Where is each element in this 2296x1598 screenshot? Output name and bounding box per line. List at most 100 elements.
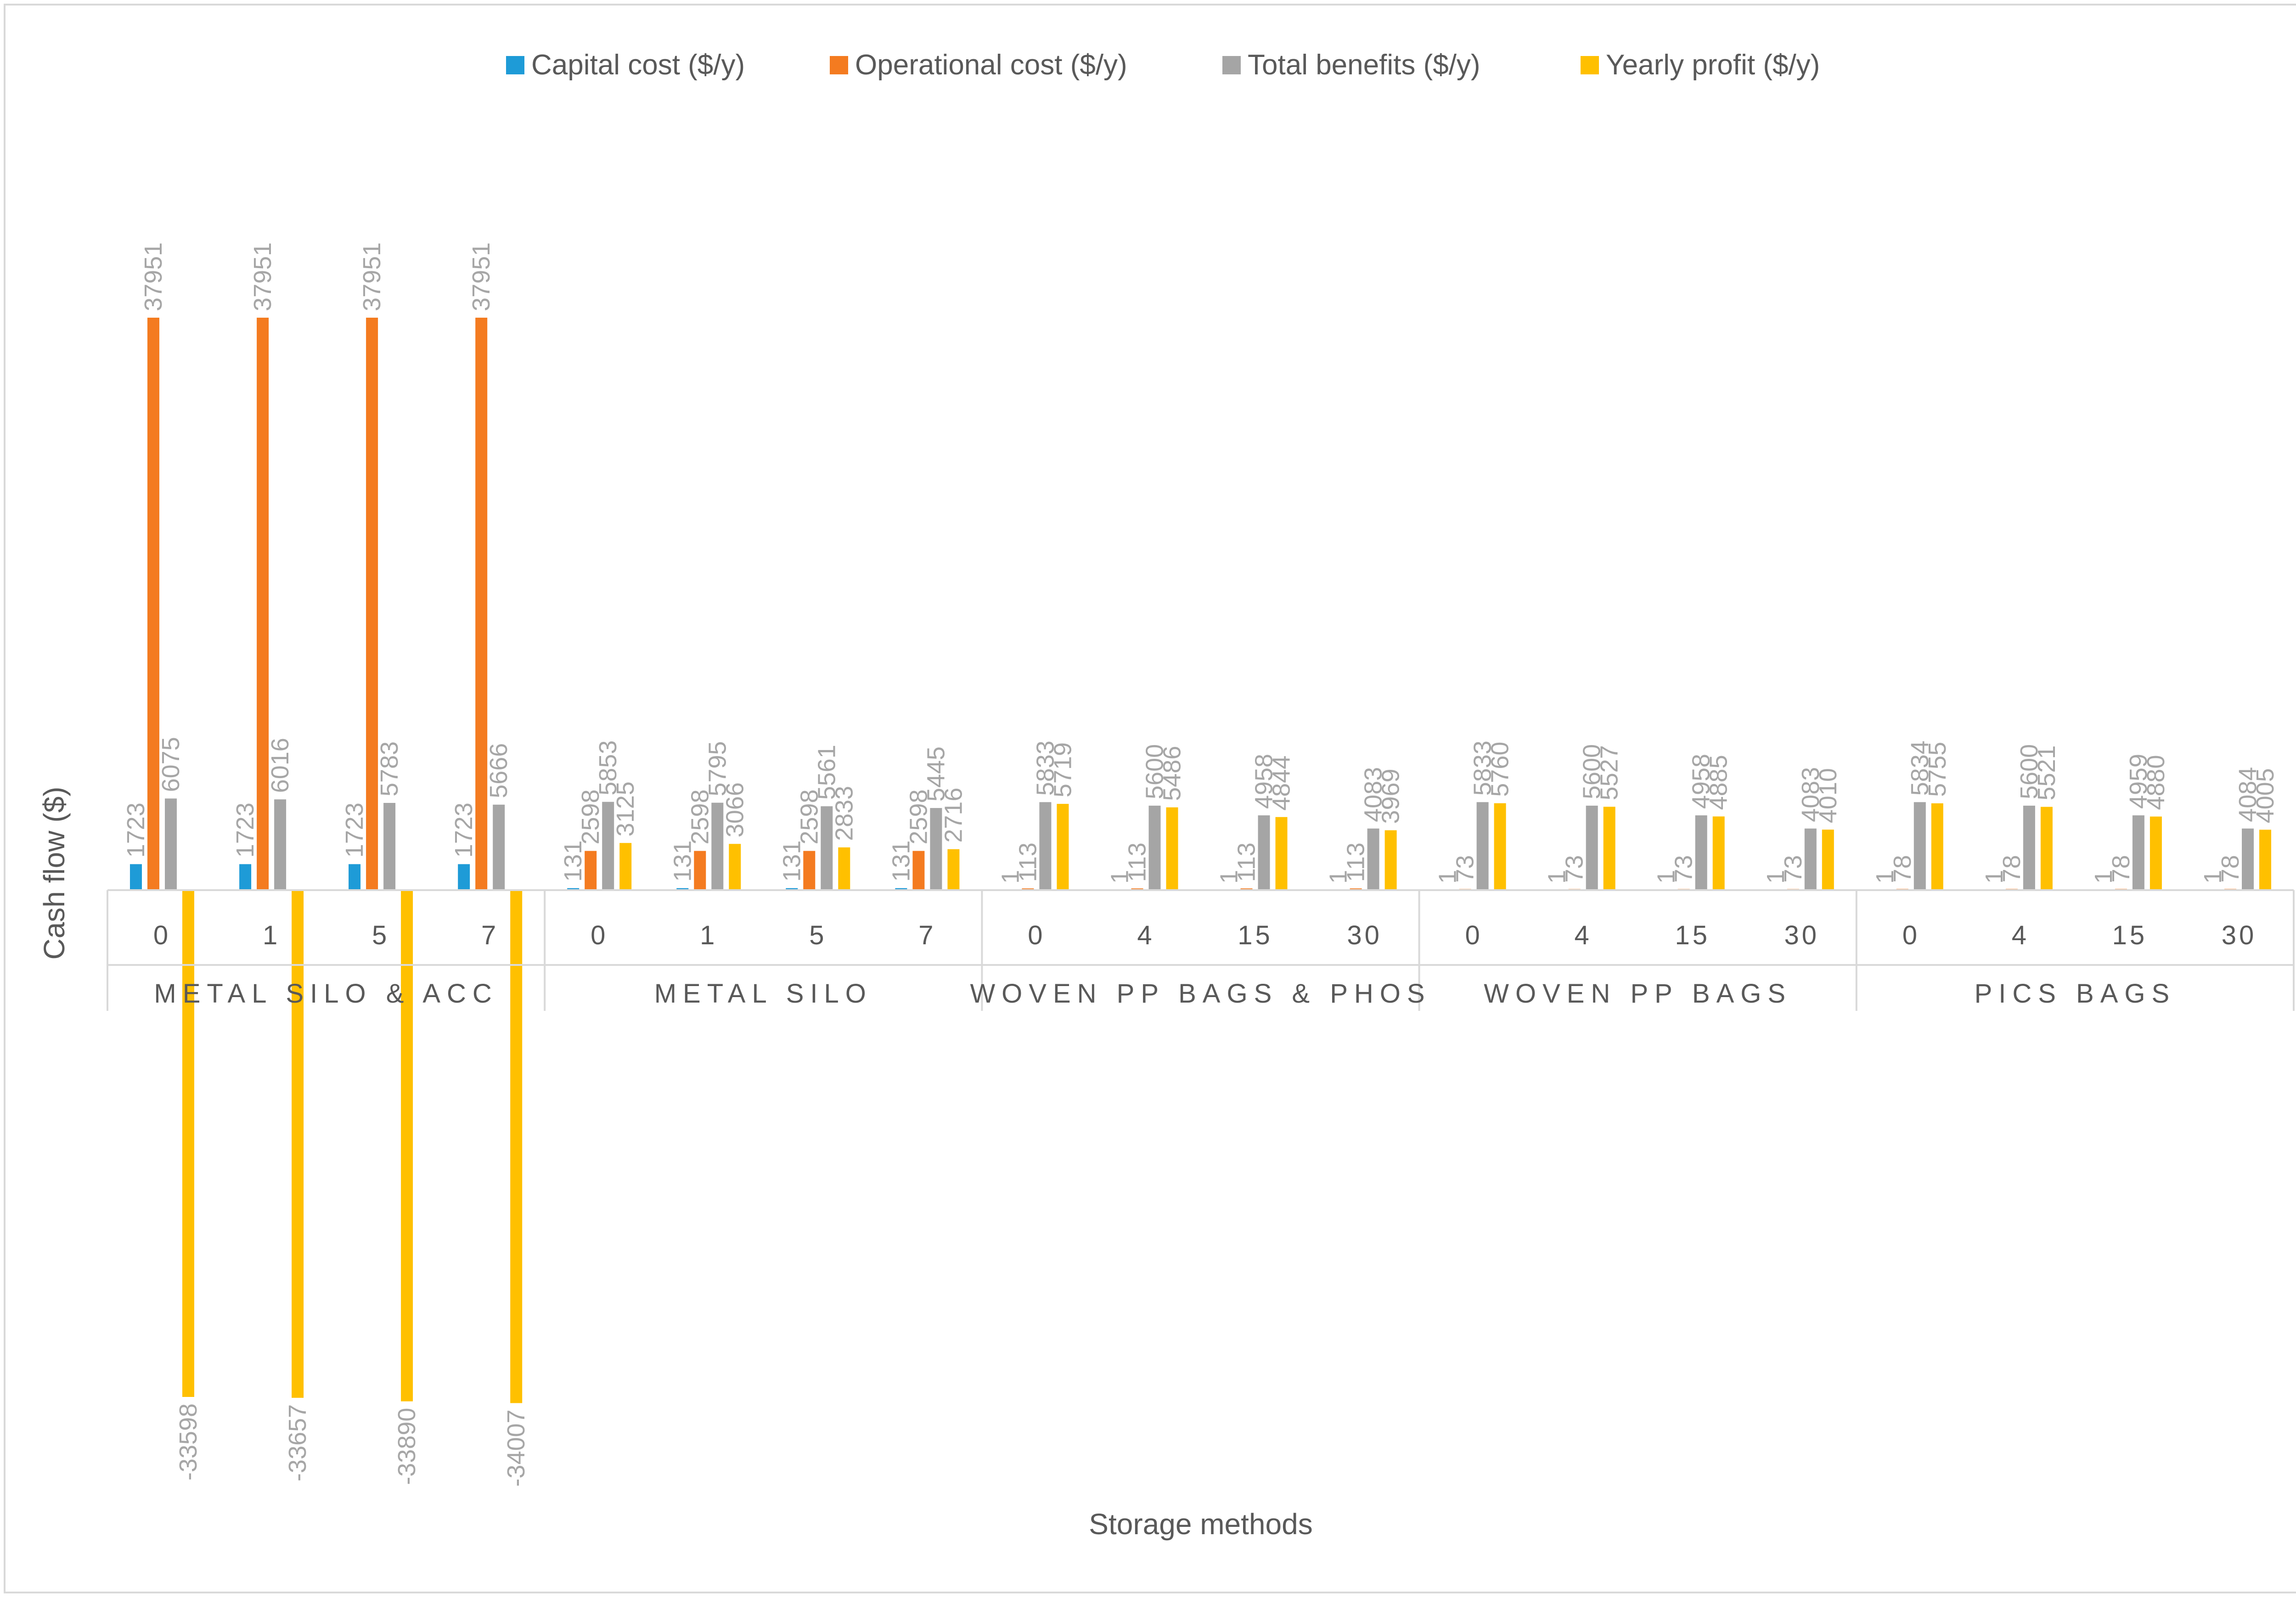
- category-tick-label: 15: [2112, 920, 2148, 950]
- category-tick-label: 0: [153, 920, 171, 950]
- bar: [239, 864, 252, 890]
- cash-flow-chart: Capital cost ($/y) Operational cost ($/y)…: [38, 49, 2295, 1541]
- bar: [130, 864, 142, 890]
- data-label: 4880: [2142, 755, 2170, 810]
- bar: [2040, 807, 2053, 890]
- bar: [1931, 803, 1943, 890]
- data-label: -34007: [502, 1409, 530, 1486]
- category-tick-label: 4: [1137, 920, 1154, 950]
- data-label: 1723: [450, 802, 478, 858]
- bar: [930, 808, 942, 890]
- category-tick-label: 0: [1902, 920, 1920, 950]
- category-tick-label: 5: [372, 920, 389, 950]
- category-tick-label: 7: [481, 920, 499, 950]
- category-tick-label: 0: [1465, 920, 1482, 950]
- data-label: 6016: [266, 738, 294, 793]
- bar: [2023, 806, 2035, 890]
- bar: [729, 844, 741, 890]
- data-label: -33657: [284, 1404, 311, 1481]
- data-label: 2716: [940, 788, 967, 843]
- data-label: 37951: [249, 242, 276, 311]
- data-label: 1: [1762, 870, 1790, 884]
- bar: [1913, 802, 1926, 890]
- bar: [349, 864, 361, 890]
- bar: [1804, 828, 1817, 890]
- data-label: 2598: [686, 789, 714, 844]
- data-label: 2598: [577, 789, 604, 844]
- data-label: 78: [2107, 855, 2135, 882]
- bar: [676, 888, 689, 890]
- data-label: 78: [2217, 855, 2244, 882]
- bar: [182, 890, 194, 1397]
- category-tick-label: 30: [1347, 920, 1382, 950]
- bar: [2242, 828, 2254, 890]
- data-label: -33598: [174, 1403, 202, 1480]
- bar: [619, 843, 632, 890]
- category-tick-label: 15: [1238, 920, 1273, 950]
- category-tick-label: 7: [918, 920, 936, 950]
- data-label: 2598: [905, 789, 932, 844]
- data-label: 5486: [1158, 746, 1186, 801]
- bar: [1258, 815, 1270, 890]
- bar: [1712, 816, 1725, 890]
- data-label: 4084: [2234, 767, 2262, 822]
- data-label: 131: [887, 841, 915, 882]
- data-label: 4005: [2251, 768, 2279, 823]
- bar: [510, 890, 523, 1403]
- bars: [130, 318, 2271, 1403]
- data-label: 131: [778, 841, 805, 882]
- category-tick-label: 4: [2012, 920, 2029, 950]
- data-label: 1: [1871, 870, 1899, 884]
- data-label: 4885: [1705, 755, 1733, 810]
- legend-label: Yearly profit ($/y): [1606, 49, 1820, 81]
- bar: [947, 849, 960, 890]
- bar: [1039, 802, 1052, 890]
- bar: [1057, 804, 1069, 890]
- bar: [803, 851, 816, 890]
- bar: [821, 806, 833, 890]
- bar: [1476, 802, 1489, 890]
- data-label: 113: [1342, 842, 1370, 882]
- bar: [2259, 830, 2271, 890]
- category-tick-label: 15: [1675, 920, 1710, 950]
- data-label: 73: [1670, 855, 1698, 883]
- bar: [475, 318, 488, 890]
- data-label: 5833: [1031, 740, 1059, 796]
- bar: [401, 890, 413, 1402]
- bar: [1384, 830, 1397, 890]
- bar: [1367, 828, 1379, 890]
- data-label: 37951: [358, 242, 386, 311]
- data-label: 1723: [122, 802, 150, 858]
- bar: [383, 803, 396, 890]
- data-label: 5600: [1578, 744, 1606, 799]
- bar: [257, 318, 269, 890]
- data-label: 1: [2199, 870, 2227, 884]
- category-tick-label: 1: [263, 920, 280, 950]
- bar: [838, 847, 850, 890]
- bar: [711, 802, 724, 890]
- data-label: 3969: [1377, 768, 1405, 824]
- data-label: 5600: [2015, 744, 2043, 799]
- category-tick-label: 1: [700, 920, 717, 950]
- data-label: 113: [1123, 842, 1151, 882]
- data-label: 4844: [1268, 756, 1295, 811]
- category-tick-label: 30: [2222, 920, 2257, 950]
- data-label: 5445: [922, 746, 950, 802]
- category-tick-label: 0: [1028, 920, 1045, 950]
- data-label: 113: [1233, 842, 1261, 882]
- group-label: WOVEN PP BAGS & PHOS: [970, 979, 1431, 1009]
- bar: [458, 864, 470, 890]
- data-label: 1: [1653, 870, 1680, 884]
- data-label: 5783: [376, 741, 403, 796]
- data-label: 1723: [231, 802, 259, 858]
- legend-label: Operational cost ($/y): [855, 49, 1127, 81]
- legend-swatch: [1581, 56, 1599, 74]
- legend-label: Total benefits ($/y): [1248, 49, 1480, 81]
- data-label: 5600: [1141, 744, 1168, 799]
- bar: [1822, 830, 1834, 890]
- legend-swatch: [830, 56, 848, 74]
- data-label: 4958: [1250, 754, 1278, 809]
- data-label: 2833: [830, 786, 858, 841]
- bar: [694, 851, 706, 890]
